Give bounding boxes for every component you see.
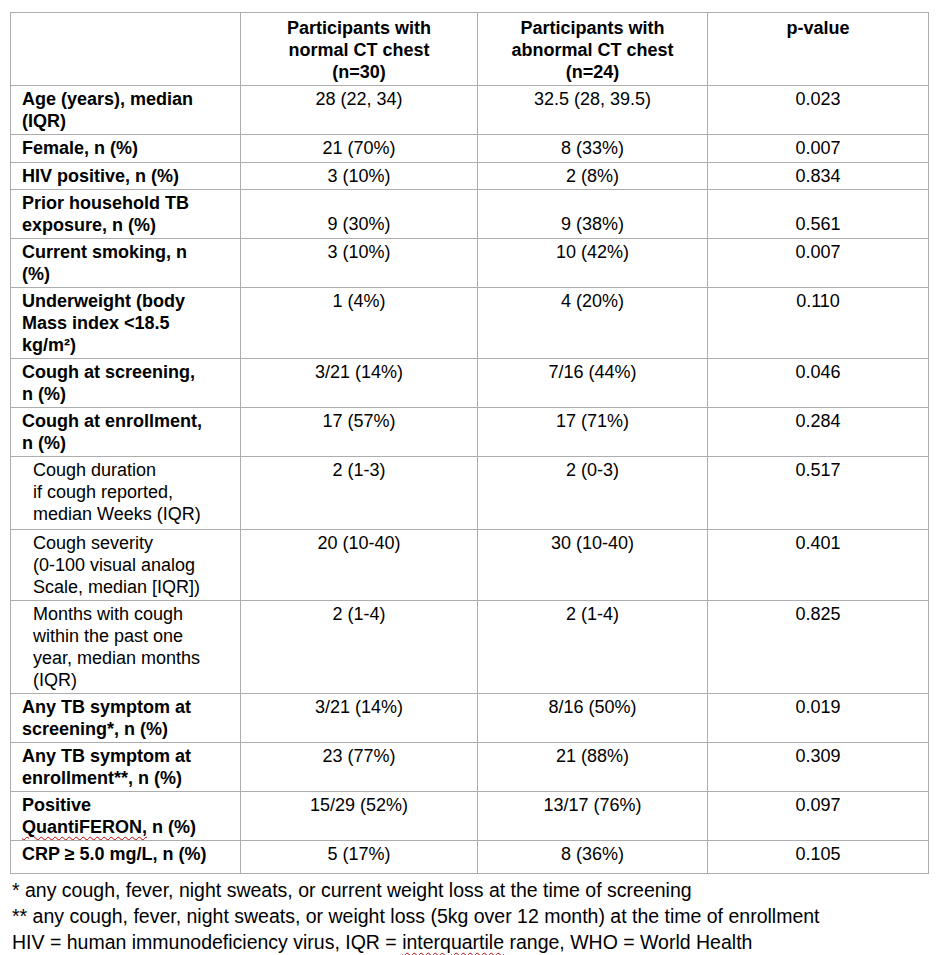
value-abnormal-ct: 21 (88%) [478, 743, 708, 792]
p-value-cell: 0.007 [708, 135, 929, 163]
value-normal-ct: 1 (4%) [241, 288, 478, 359]
footnote-line: * any cough, fever, night sweats, or cur… [12, 877, 951, 903]
value-normal-ct: 3 (10%) [241, 163, 478, 190]
footnotes: * any cough, fever, night sweats, or cur… [10, 877, 951, 955]
value-normal-ct: 2 (1-3) [241, 457, 478, 530]
p-value-cell: 0.561 [708, 190, 929, 239]
row-label: Age (years), median (IQR) [11, 86, 241, 135]
column-header-p-value: p-value [708, 13, 929, 86]
table-row: Female, n (%)21 (70%)8 (33%)0.007 [11, 135, 929, 163]
label-text: n (%) [147, 817, 196, 837]
value-normal-ct: 20 (10-40) [241, 530, 478, 601]
p-value-cell: 0.007 [708, 239, 929, 288]
p-value-cell: 0.309 [708, 743, 929, 792]
value-abnormal-ct: 9 (38%) [478, 190, 708, 239]
column-header-abnormal-ct: Participants with abnormal CT chest (n=2… [478, 13, 708, 86]
table-row: Cough at enrollment, n (%)17 (57%)17 (71… [11, 408, 929, 457]
row-label: Cough duration if cough reported, median… [11, 457, 241, 530]
p-value-cell: 0.023 [708, 86, 929, 135]
value-normal-ct: 9 (30%) [241, 190, 478, 239]
value-normal-ct: 15/29 (52%) [241, 792, 478, 841]
table-row: Any TB symptom at screening*, n (%)3/21 … [11, 694, 929, 743]
value-abnormal-ct: 10 (42%) [478, 239, 708, 288]
table-row: Any TB symptom at enrollment**, n (%)23 … [11, 743, 929, 792]
value-normal-ct: 23 (77%) [241, 743, 478, 792]
corner-cell [11, 13, 241, 86]
footnote-text: * any cough, fever, night sweats, or cur… [12, 879, 692, 901]
row-label: Female, n (%) [11, 135, 241, 163]
value-normal-ct: 17 (57%) [241, 408, 478, 457]
value-abnormal-ct: 8 (33%) [478, 135, 708, 163]
value-abnormal-ct: 2 (1-4) [478, 601, 708, 694]
p-value-cell: 0.834 [708, 163, 929, 190]
table-row: HIV positive, n (%)3 (10%)2 (8%)0.834 [11, 163, 929, 190]
row-label: Any TB symptom at screening*, n (%) [11, 694, 241, 743]
footnote-text: ** any cough, fever, night sweats, or we… [12, 905, 820, 927]
value-normal-ct: 21 (70%) [241, 135, 478, 163]
value-abnormal-ct: 13/17 (76%) [478, 792, 708, 841]
row-label: Cough at screening, n (%) [11, 359, 241, 408]
value-normal-ct: 28 (22, 34) [241, 86, 478, 135]
misspelled-word: interquartile [402, 931, 504, 953]
document-page: Participants with normal CT chest (n=30)… [10, 12, 951, 955]
value-normal-ct: 3 (10%) [241, 239, 478, 288]
row-label: Cough at enrollment, n (%) [11, 408, 241, 457]
p-value-cell: 0.825 [708, 601, 929, 694]
value-abnormal-ct: 2 (8%) [478, 163, 708, 190]
p-value-cell: 0.517 [708, 457, 929, 530]
footnote-text: range, WHO = World Health [504, 931, 752, 953]
value-abnormal-ct: 8 (36%) [478, 841, 708, 874]
row-label: HIV positive, n (%) [11, 163, 241, 190]
value-normal-ct: 5 (17%) [241, 841, 478, 874]
table-row: Months with cough within the past one ye… [11, 601, 929, 694]
table-row: CRP ≥ 5.0 mg/L, n (%)5 (17%)8 (36%)0.105 [11, 841, 929, 874]
value-abnormal-ct: 7/16 (44%) [478, 359, 708, 408]
value-abnormal-ct: 32.5 (28, 39.5) [478, 86, 708, 135]
table-row: Current smoking, n (%)3 (10%)10 (42%)0.0… [11, 239, 929, 288]
p-value-cell: 0.019 [708, 694, 929, 743]
value-normal-ct: 2 (1-4) [241, 601, 478, 694]
value-normal-ct: 3/21 (14%) [241, 694, 478, 743]
column-header-normal-ct: Participants with normal CT chest (n=30) [241, 13, 478, 86]
table-header-row: Participants with normal CT chest (n=30)… [11, 13, 929, 86]
value-abnormal-ct: 17 (71%) [478, 408, 708, 457]
row-label: Underweight (body Mass index <18.5 kg/m²… [11, 288, 241, 359]
p-value-cell: 0.046 [708, 359, 929, 408]
row-label: Positive QuantiFERON, n (%) [11, 792, 241, 841]
footnote-line: ** any cough, fever, night sweats, or we… [12, 903, 951, 929]
value-abnormal-ct: 4 (20%) [478, 288, 708, 359]
comparison-table: Participants with normal CT chest (n=30)… [10, 12, 929, 874]
misspelled-word: QuantiFERON, [22, 817, 147, 837]
footnote-text: HIV = human immunodeficiency virus, IQR … [12, 931, 402, 953]
row-label: Any TB symptom at enrollment**, n (%) [11, 743, 241, 792]
table-body: Age (years), median (IQR)28 (22, 34)32.5… [11, 86, 929, 874]
row-label: Cough severity (0-100 visual analog Scal… [11, 530, 241, 601]
row-label: Current smoking, n (%) [11, 239, 241, 288]
value-abnormal-ct: 2 (0-3) [478, 457, 708, 530]
table-row: Prior household TB exposure, n (%)9 (30%… [11, 190, 929, 239]
table-row: Underweight (body Mass index <18.5 kg/m²… [11, 288, 929, 359]
p-value-cell: 0.401 [708, 530, 929, 601]
value-abnormal-ct: 30 (10-40) [478, 530, 708, 601]
p-value-cell: 0.110 [708, 288, 929, 359]
table-row: Cough at screening, n (%)3/21 (14%)7/16 … [11, 359, 929, 408]
p-value-cell: 0.105 [708, 841, 929, 874]
table-row: Age (years), median (IQR)28 (22, 34)32.5… [11, 86, 929, 135]
value-normal-ct: 3/21 (14%) [241, 359, 478, 408]
row-label: CRP ≥ 5.0 mg/L, n (%) [11, 841, 241, 874]
footnote-line: HIV = human immunodeficiency virus, IQR … [12, 929, 951, 955]
p-value-cell: 0.097 [708, 792, 929, 841]
table-row: Positive QuantiFERON, n (%)15/29 (52%)13… [11, 792, 929, 841]
row-label: Months with cough within the past one ye… [11, 601, 241, 694]
label-text: Positive [22, 795, 91, 815]
table-row: Cough duration if cough reported, median… [11, 457, 929, 530]
row-label: Prior household TB exposure, n (%) [11, 190, 241, 239]
table-row: Cough severity (0-100 visual analog Scal… [11, 530, 929, 601]
p-value-cell: 0.284 [708, 408, 929, 457]
value-abnormal-ct: 8/16 (50%) [478, 694, 708, 743]
